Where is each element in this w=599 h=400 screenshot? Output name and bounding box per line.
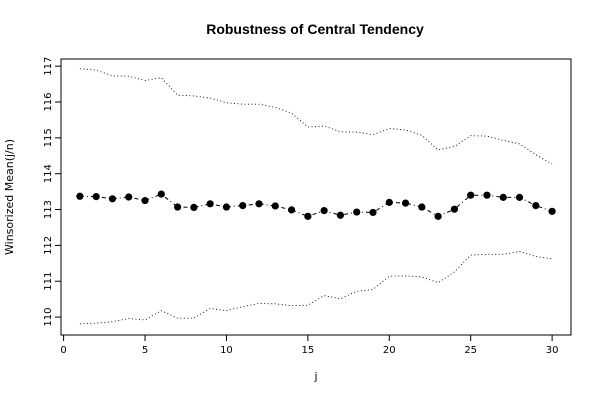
data-point-mean xyxy=(92,193,100,201)
y-tick-label: 110 xyxy=(43,308,54,327)
x-axis: 0 5 10 15 20 25 30 xyxy=(60,334,559,356)
data-point-mean xyxy=(141,196,149,205)
data-point-mean xyxy=(271,202,279,210)
data-point-mean xyxy=(320,207,328,215)
y-tick-label: 115 xyxy=(43,128,54,147)
data-point-mean xyxy=(385,198,393,206)
data-point-mean xyxy=(206,200,214,208)
data-point-mean xyxy=(532,202,540,210)
data-point-mean xyxy=(222,203,231,211)
data-point-mean xyxy=(239,202,247,210)
y-tick-label: 116 xyxy=(43,92,54,111)
x-tick-label: 10 xyxy=(220,345,233,356)
x-tick-label: 25 xyxy=(464,345,477,356)
y-tick-label: 111 xyxy=(43,272,54,291)
data-point-mean xyxy=(336,211,345,219)
x-tick-label: 0 xyxy=(60,345,66,356)
data-point-mean xyxy=(125,193,133,201)
x-tick-label: 5 xyxy=(142,345,148,356)
data-point-mean xyxy=(515,193,524,201)
series-layer xyxy=(76,68,556,325)
data-point-mean xyxy=(483,191,491,199)
data-point-mean xyxy=(499,193,507,201)
series-line-lower xyxy=(79,251,553,325)
data-point-mean xyxy=(353,208,361,216)
data-point-mean xyxy=(401,199,410,207)
data-point-mean xyxy=(255,200,263,208)
x-tick-label: 30 xyxy=(546,345,559,356)
data-point-mean xyxy=(304,212,312,220)
data-point-mean xyxy=(418,203,426,211)
x-axis-label: j xyxy=(313,370,317,383)
y-tick-label: 117 xyxy=(43,57,54,76)
data-point-mean xyxy=(190,203,198,211)
data-point-mean xyxy=(467,191,475,199)
y-axis: 110 111 112 113 114 115 116 117 xyxy=(43,57,62,327)
data-point-mean xyxy=(108,195,117,203)
y-axis-label: Winsorized Mean(j/n) xyxy=(3,139,16,255)
data-point-mean xyxy=(76,192,84,200)
data-point-mean xyxy=(434,212,442,220)
y-tick-label: 112 xyxy=(43,236,54,255)
x-tick-label: 15 xyxy=(301,345,314,356)
data-point-mean xyxy=(450,205,459,213)
data-point-mean xyxy=(369,208,377,217)
x-tick-label: 20 xyxy=(383,345,396,356)
series-line-upper xyxy=(79,68,553,165)
y-tick-label: 113 xyxy=(43,200,54,219)
data-point-mean xyxy=(548,207,556,215)
chart-title: Robustness of Central Tendency xyxy=(206,21,424,37)
data-point-mean xyxy=(287,206,296,214)
data-point-mean xyxy=(157,190,165,198)
data-point-mean xyxy=(173,203,182,211)
y-tick-label: 114 xyxy=(43,164,54,183)
